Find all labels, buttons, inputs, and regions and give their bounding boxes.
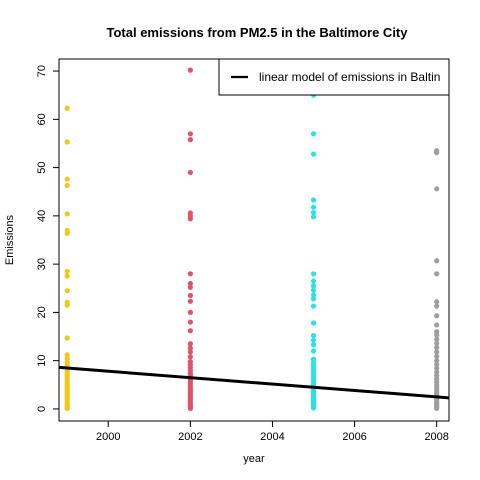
data-point (64, 268, 70, 274)
data-point (187, 131, 193, 137)
y-tick-label: 0 (36, 406, 48, 412)
legend-label: linear model of emissions in Baltin (259, 70, 440, 84)
chart-title: Total emissions from PM2.5 in the Baltim… (107, 25, 409, 40)
data-point (310, 209, 317, 216)
data-point (187, 345, 193, 351)
data-point (64, 288, 70, 294)
data-point (434, 365, 440, 371)
data-point (187, 292, 193, 299)
data-point (310, 197, 317, 203)
data-point (64, 335, 70, 341)
x-axis: 2000 2002 2004 2006 2008 (96, 420, 449, 443)
data-point (310, 296, 317, 302)
data-point (64, 211, 70, 217)
data-point (434, 405, 440, 412)
data-point (310, 303, 317, 309)
data-point (187, 349, 193, 355)
data-point (310, 271, 317, 277)
data-point (434, 271, 440, 277)
data-point (64, 230, 70, 236)
data-point (187, 67, 193, 73)
data-point (187, 319, 193, 325)
data-point (64, 139, 70, 145)
data-point (310, 405, 317, 411)
x-tick-label: 2006 (342, 431, 366, 443)
data-point (310, 287, 317, 293)
data-point (434, 150, 440, 156)
data-point (187, 271, 193, 277)
data-point (187, 354, 193, 360)
data-point (434, 303, 440, 309)
legend: linear model of emissions in Baltin (218, 58, 450, 96)
x-tick-label: 2000 (96, 431, 120, 443)
data-point (310, 348, 317, 354)
y-axis-label: Emissions (4, 214, 16, 265)
data-point (187, 137, 193, 143)
data-point (64, 352, 70, 358)
data-point (187, 328, 193, 334)
data-point (187, 298, 193, 304)
y-tick-label: 50 (36, 161, 48, 173)
data-point (434, 340, 440, 346)
data-point (187, 284, 193, 290)
data-point (187, 341, 193, 347)
y-axis: 0 10 20 30 40 50 60 70 (36, 65, 60, 412)
data-point (434, 336, 440, 343)
data-point (310, 214, 317, 220)
data-point (187, 405, 193, 412)
y-tick-label: 40 (36, 210, 48, 222)
data-point (64, 405, 70, 412)
linear-model-line (58, 365, 450, 400)
data-point (434, 345, 440, 351)
data-point (187, 280, 193, 287)
y-tick-label: 60 (36, 113, 48, 125)
data-point (434, 358, 440, 364)
data-point (434, 322, 440, 328)
data-point (434, 332, 440, 338)
x-tick-label: 2004 (260, 431, 284, 443)
data-point (310, 342, 317, 348)
x-tick-label: 2008 (424, 431, 448, 443)
legend-box (218, 58, 450, 96)
data-point (310, 283, 317, 289)
data-point (434, 258, 440, 264)
data-point (64, 302, 70, 308)
x-tick-label: 2002 (178, 431, 202, 443)
y-tick-label: 30 (36, 258, 48, 270)
data-point (434, 299, 440, 305)
y-tick-label: 70 (36, 65, 48, 77)
data-point (187, 169, 193, 176)
data-point (310, 320, 317, 326)
data-point (310, 204, 317, 210)
points-layer (64, 67, 440, 412)
y-tick-label: 20 (36, 306, 48, 318)
trend-layer (58, 365, 450, 400)
data-point (310, 151, 317, 157)
data-point (434, 186, 440, 192)
data-point (64, 105, 70, 111)
data-point (310, 278, 317, 284)
data-point (310, 131, 317, 137)
data-point (310, 337, 317, 343)
data-point (64, 356, 70, 362)
data-point (64, 182, 70, 189)
x-axis-label: year (243, 453, 265, 465)
data-point (64, 176, 70, 182)
data-point (64, 273, 70, 279)
data-point (434, 353, 440, 359)
data-point (187, 309, 193, 315)
data-point (187, 216, 193, 222)
data-point (310, 332, 317, 339)
y-tick-label: 10 (36, 355, 48, 367)
data-point (310, 292, 317, 298)
data-point (434, 349, 440, 355)
data-point (434, 313, 440, 319)
data-point (434, 361, 440, 368)
plot-frame (58, 58, 450, 422)
